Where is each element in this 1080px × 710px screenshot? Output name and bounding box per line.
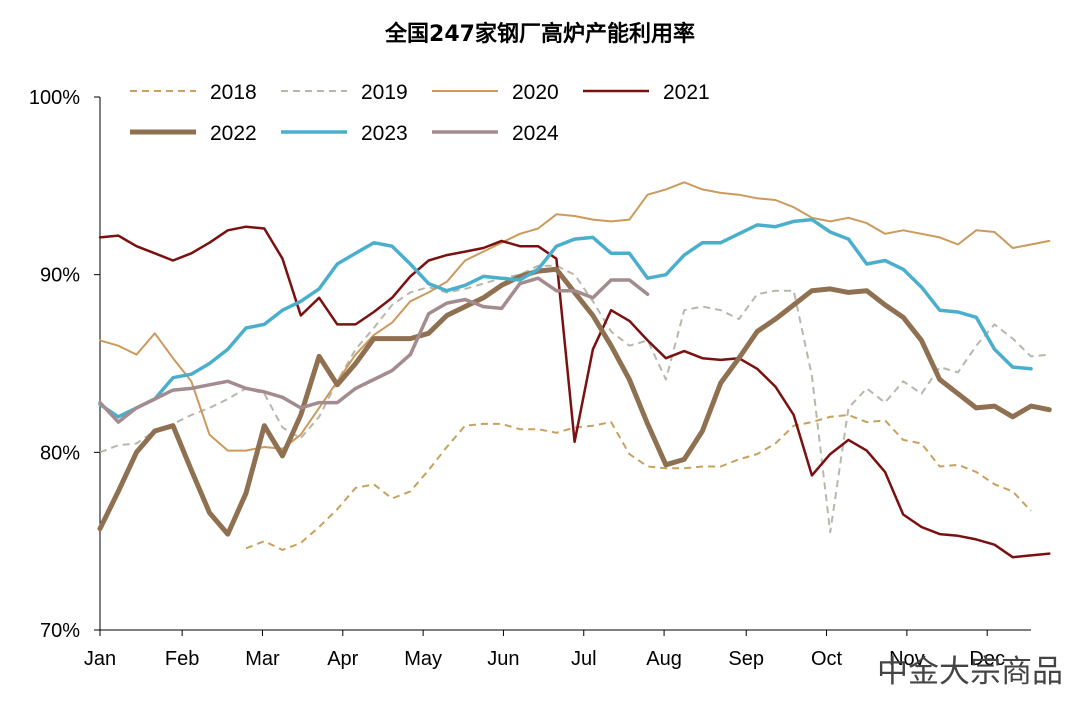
x-tick-label: Jul [571, 648, 597, 670]
y-tick-label: 90% [40, 265, 80, 287]
series-line-2020 [99, 181, 1051, 452]
plot-lines [97, 181, 1052, 559]
legend-label-2023: 2023 [361, 122, 408, 145]
x-tick-label: Sep [728, 648, 764, 670]
x-tick-label: Apr [327, 648, 358, 670]
watermark-text: 中金大宗商品 [877, 654, 1063, 690]
x-tick-label: Jun [487, 648, 519, 670]
x-tick-label: Feb [165, 648, 199, 670]
chart-title: 全国247家钢厂高炉产能利用率 [384, 21, 695, 47]
y-tick-label: 80% [40, 442, 80, 464]
x-tick-label: Mar [245, 648, 280, 670]
x-tick-label: Oct [811, 648, 843, 670]
series-line-2023 [98, 217, 1033, 419]
axes: 70% 80% 90% 100% Jan Feb Mar Apr May Jun Jul Aug Sep… [29, 87, 1031, 670]
x-tick-label: Dec [969, 648, 1005, 670]
legend-label-2021: 2021 [663, 81, 710, 104]
legend-label-2020: 2020 [512, 81, 559, 104]
series-line-2018 [245, 414, 1032, 551]
y-tick-label: 70% [40, 620, 80, 642]
y-tick-label: 100% [29, 87, 80, 109]
legend-label-2018: 2018 [210, 81, 257, 104]
series-line-2024 [98, 276, 650, 424]
legend-label-2019: 2019 [361, 81, 408, 104]
x-tick-label: May [404, 648, 442, 670]
series-line-2019 [99, 264, 1050, 534]
series-line-2021 [98, 225, 1051, 559]
x-tick-label: Nov [889, 648, 925, 670]
legend: 2018 2019 2020 2021 2022 2023 2024 [130, 81, 710, 145]
x-tick-label: Aug [646, 648, 682, 670]
series-line-2022 [97, 266, 1052, 537]
legend-label-2024: 2024 [512, 122, 559, 145]
legend-label-2022: 2022 [210, 122, 257, 145]
x-tick-label: Jan [84, 648, 116, 670]
